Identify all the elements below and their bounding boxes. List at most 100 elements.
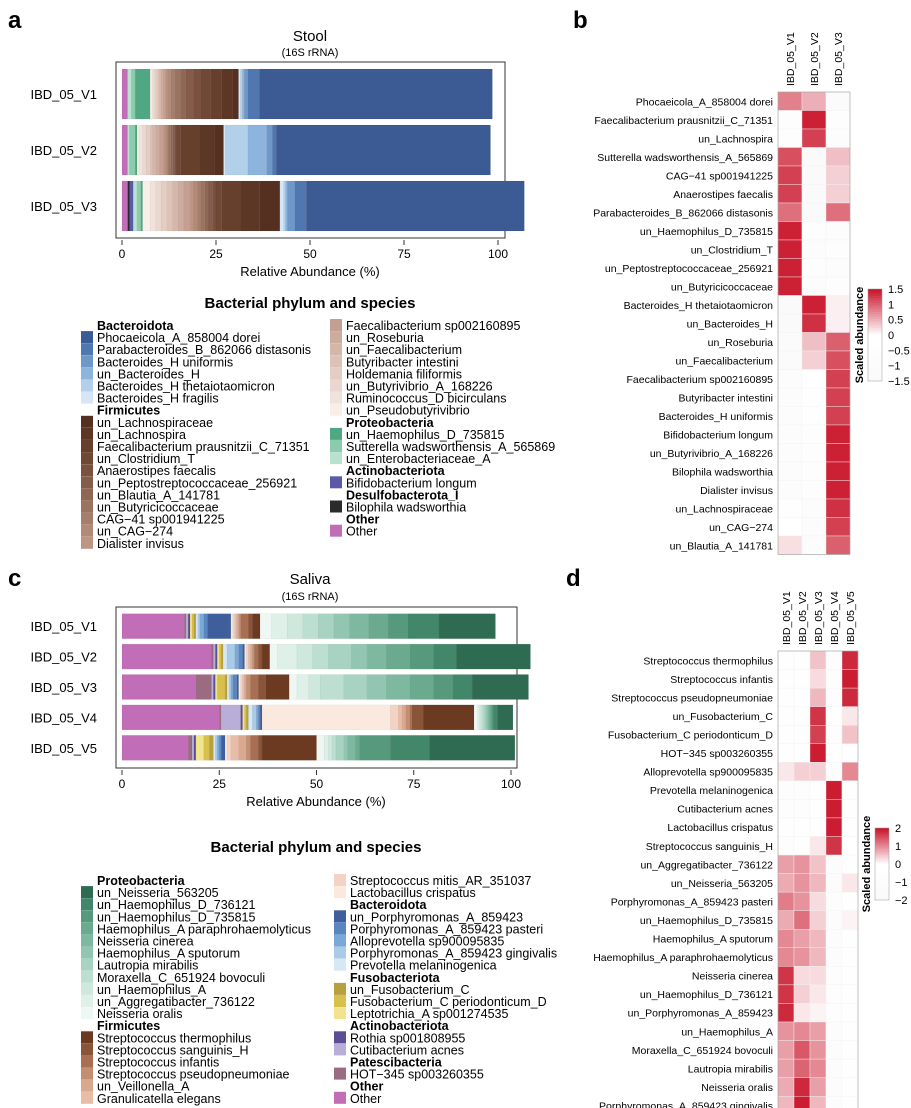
heatmap-cell-cutibacterium-acnes-ibd-05-v4 [825, 799, 843, 819]
colorbar-step [875, 865, 889, 869]
heatmap-cell-fusobacterium-c-periodonticum-d-ibd-05-v3 [809, 725, 827, 744]
bar-segment-ibd-05-v1-un-roseburia [161, 68, 164, 120]
legend-group-bacteroidota: Bacteroidota [97, 319, 174, 333]
bar-segment-ibd-05-v4-haemophilus-a-paraphrohaemolyticus [489, 704, 492, 731]
heatmap-cell-alloprevotella-sp900095835-ibd-05-v2 [793, 762, 811, 782]
legend-swatch-un-butyrivibrio-a-168226 [330, 379, 342, 392]
colorbar-step [868, 293, 882, 297]
legend-label-cutibacterium-acnes: Cutibacterium acnes [350, 1043, 464, 1057]
x-tick-label: 75 [407, 777, 421, 791]
x-tick-label: 0 [119, 247, 126, 261]
heatmap-cell-un-fusobacterium-c-ibd-05-v5 [841, 706, 859, 726]
bar-segment-ibd-05-v1-neisseria-oralis [259, 613, 272, 639]
colorbar-step [875, 896, 889, 899]
heatmap-row-label-streptococcus-sanguinis-h: Streptococcus sanguinis_H [646, 841, 773, 853]
colorbar-step [875, 842, 889, 845]
heatmap-cell-neisseria-oralis-ibd-05-v4 [825, 1077, 843, 1097]
legend-swatch-un-bacteroides-h [81, 367, 93, 380]
x-tick-label: 75 [397, 247, 411, 261]
bar-segment-ibd-05-v1-fusobacterium-c-periodonticum-d [191, 613, 195, 639]
heatmap-cell-un-haemophilus-d-736121-ibd-05-v3 [809, 984, 827, 1004]
heatmap-cell-un-aggregatibacter-736122-ibd-05-v4 [825, 854, 843, 874]
bar-segment-ibd-05-v1-cutibacterium-acnes [185, 613, 189, 639]
heatmap-cell-bilophila-wadsworthia-ibd-05-v3 [825, 461, 851, 481]
heatmap-row-label-faecalibacterium-prausnitzii-c-71351: Faecalibacterium prausnitzii_C_71351 [594, 115, 773, 127]
bar-segment-ibd-05-v3-anaerostipes-faecalis [212, 180, 217, 232]
colorbar-step [868, 371, 882, 375]
bar-segment-ibd-05-v2-streptococcus-infantis [254, 643, 259, 670]
heatmap-cell-un-haemophilus-d-736121-ibd-05-v5 [841, 984, 859, 1004]
bar-segment-ibd-05-v3-streptococcus-infantis [250, 674, 259, 700]
bar-segment-ibd-05-v1-un-blautia-a-141781 [180, 68, 187, 120]
colorbar-step [875, 829, 889, 833]
legend-label-streptococcus-mitis-ar-351037: Streptococcus mitis_AR_351037 [350, 874, 531, 888]
bar-segment-ibd-05-v4-prevotella-melaninogenica [248, 704, 253, 731]
legend-label-leptotrichia-a-sp001274535: Leptotrichia_A sp001274535 [350, 1007, 509, 1021]
bar-segment-ibd-05-v5-lautropia-mirabilis [335, 735, 344, 761]
legend-label-alloprevotella-sp900095835: Alloprevotella sp900095835 [350, 935, 504, 949]
legend-label-un-haemophilus-d-735815: un_Haemophilus_D_735815 [346, 428, 505, 442]
heatmap-row-label-lautropia-mirabilis: Lautropia mirabilis [688, 1063, 773, 1075]
heatmap-column-label-ibd-05-v4: IBD_05_V4 [829, 591, 841, 645]
heatmap-row-label-fusobacterium-c-periodonticum-d: Fusobacterium_C periodonticum_D [608, 729, 774, 741]
bar-segment-ibd-05-v5-streptococcus-sanguinis-h [257, 735, 263, 761]
legend-swatch-un-haemophilus-d-735815 [330, 427, 342, 440]
bar-segment-ibd-05-v5-streptococcus-infantis [250, 735, 259, 761]
heatmap-row-label-un-roseburia: un_Roseburia [708, 337, 774, 349]
heatmap-cell-haemophilus-a-paraphrohaemolyticus-ibd-05-v1 [777, 947, 795, 967]
legend-swatch-un-porphyromonas-a-859423 [334, 910, 346, 923]
bar-segment-ibd-05-v4-un-neisseria-563205 [497, 704, 514, 731]
heatmap-cell-cag-41-sp001941225-ibd-05-v1 [777, 165, 803, 185]
heatmap-cell-un-neisseria-563205-ibd-05-v5 [841, 873, 859, 893]
x-tick-label: 50 [303, 247, 317, 261]
bar-segment-ibd-05-v4-streptococcus-pseudopneumoniae [405, 704, 411, 731]
heatmap-cell-faecalibacterium-sp002160895-ibd-05-v2 [801, 369, 827, 389]
heatmap-cell-un-haemophilus-d-735815-ibd-05-v5 [841, 910, 859, 930]
bar-segment-ibd-05-v3-alloprevotella-sp900095835 [230, 674, 234, 700]
heatmap-cell-haemophilus-a-sputorum-ibd-05-v3 [809, 929, 827, 948]
heatmap-row-label-phocaeicola-a-858004-dorei: Phocaeicola_A_858004 dorei [636, 96, 773, 108]
bar-segment-ibd-05-v1-un-bacteroides-h [242, 68, 245, 120]
bar-segment-ibd-05-v3-un-haemophilus-d-736121 [452, 674, 473, 700]
heatmap-cell-un-bacteroides-h-ibd-05-v3 [825, 313, 851, 333]
bar-segment-ibd-05-v1-sutterella-wadsworthensis-a-565869 [131, 68, 136, 120]
bar-segment-ibd-05-v2-un-butyrivibrio-a-168226 [142, 124, 147, 176]
heatmap-row-label-butyribacter-intestini: Butyribacter intestini [678, 392, 773, 404]
bar-segment-ibd-05-v1-streptococcus-infantis [240, 613, 249, 639]
bar-segment-ibd-05-v1-other [121, 68, 128, 120]
bar-segment-ibd-05-v5-leptotrichia-a-sp001274535 [195, 735, 204, 761]
bar-segment-ibd-05-v1-cag-41-sp001941225 [170, 68, 175, 120]
legend-swatch-un-aggregatibacter-736122 [81, 995, 93, 1007]
bar-segment-ibd-05-v3-bacteroides-h-uniformis [287, 180, 296, 232]
bar-segment-ibd-05-v3-prevotella-melaninogenica [226, 674, 230, 700]
heatmap-column-label-ibd-05-v2: IBD_05_V2 [797, 591, 809, 645]
heatmap-frame [777, 91, 851, 555]
legend-swatch-un-fusobacterium-c [334, 982, 346, 995]
colorbar-step [868, 289, 882, 292]
heatmap-cell-moraxella-c-651924-bovoculi-ibd-05-v5 [841, 1040, 859, 1060]
heatmap-cell-lactobacillus-crispatus-ibd-05-v4 [825, 817, 843, 837]
legend-label-haemophilus-a-sputorum: Haemophilus_A sputorum [97, 947, 240, 961]
bar-segment-ibd-05-v4-neisseria-oralis [473, 704, 479, 731]
bar-segment-ibd-05-v3-sutterella-wadsworthensis-a-565869 [136, 180, 141, 232]
colorbar-title: Scaled abundance [854, 287, 866, 384]
bar-segment-ibd-05-v2-un-aggregatibacter-736122 [277, 643, 298, 670]
bar-segment-ibd-05-v2-parabacteroides-b-862066-distasonis [272, 124, 277, 176]
heatmap-cell-streptococcus-pseudopneumoniae-ibd-05-v5 [841, 687, 859, 707]
heatmap-cell-porphyromonas-a-859423-pasteri-ibd-05-v2 [793, 891, 811, 911]
heatmap-row-label-alloprevotella-sp900095835: Alloprevotella sp900095835 [643, 767, 773, 779]
legend-label-rothia-sp001808955: Rothia sp001808955 [350, 1031, 465, 1045]
heatmap-cell-hot-345-sp003260355-ibd-05-v3 [809, 743, 827, 763]
legend-label-streptococcus-infantis: Streptococcus infantis [97, 1056, 219, 1070]
legend-label-un-haemophilus-a: un_Haemophilus_A [97, 983, 207, 997]
heatmap-cell-streptococcus-sanguinis-h-ibd-05-v3 [809, 836, 827, 856]
heatmap-cell-un-haemophilus-d-735815-ibd-05-v2 [793, 910, 811, 930]
colorbar-step [875, 864, 889, 867]
panel-d-saliva-heatmap: IBD_05_V1 IBD_05_V2 IBD_05_V3 IBD_05_V4 IBD_… [593, 591, 908, 1108]
colorbar-tick-label: 0 [888, 330, 894, 342]
legend-label-haemophilus-a-paraphrohaemolyticus: Haemophilus_A paraphrohaemolyticus [97, 922, 311, 936]
heatmap-cell-hot-345-sp003260355-ibd-05-v5 [841, 743, 859, 763]
bar-segment-ibd-05-v2-un-blautia-a-141781 [170, 124, 173, 176]
heatmap-cell-prevotella-melaninogenica-ibd-05-v3 [809, 780, 827, 800]
